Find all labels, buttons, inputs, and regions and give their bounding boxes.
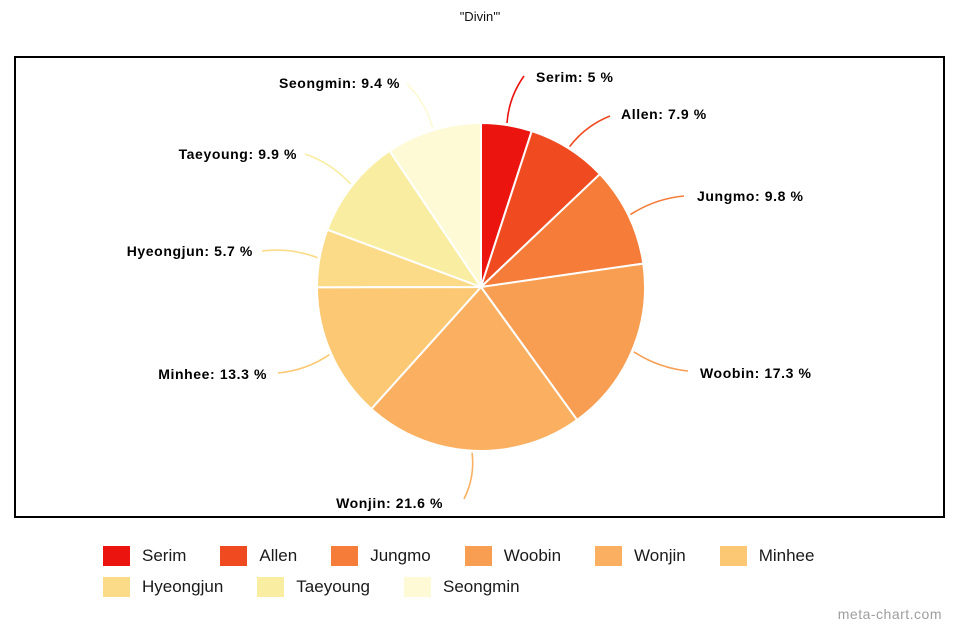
label-leader-line bbox=[506, 75, 525, 124]
legend-item-minhee: Minhee bbox=[719, 546, 815, 566]
slice-label: Jungmo: 9.8 % bbox=[697, 188, 804, 204]
legend-label: Seongmin bbox=[443, 577, 520, 596]
legend-label: Woobin bbox=[503, 546, 562, 565]
legend-item-taeyoung: Taeyoung bbox=[257, 577, 370, 597]
legend-item-hyeongjun: Hyeongjun bbox=[103, 577, 223, 597]
pie-slice-woobin bbox=[480, 262, 646, 421]
legend-label: Serim bbox=[142, 546, 187, 565]
pie-slice-wonjin bbox=[370, 286, 579, 452]
legend-swatch bbox=[103, 577, 130, 597]
pie-slice-seongmin bbox=[388, 122, 482, 288]
label-leader-line bbox=[304, 153, 352, 185]
slice-label: Woobin: 17.3 % bbox=[700, 365, 812, 381]
legend-label: Jungmo bbox=[370, 546, 431, 565]
legend-swatch bbox=[404, 577, 432, 597]
label-leader-line bbox=[629, 195, 685, 216]
slice-label: Seongmin: 9.4 % bbox=[279, 75, 400, 91]
label-leader-line bbox=[261, 249, 318, 259]
legend-item-woobin: Woobin bbox=[464, 546, 562, 566]
legend-swatch bbox=[103, 546, 130, 566]
legend-label: Wonjin bbox=[634, 546, 686, 565]
legend-item-allen: Allen bbox=[220, 546, 297, 566]
slice-label: Taeyoung: 9.9 % bbox=[179, 146, 297, 162]
chart-title: "Divin'" bbox=[459, 9, 501, 24]
slice-label: Hyeongjun: 5.7 % bbox=[127, 243, 253, 259]
legend-swatch bbox=[331, 546, 359, 566]
legend-item-serim: Serim bbox=[103, 546, 186, 566]
slice-label: Minhee: 13.3 % bbox=[158, 366, 267, 382]
legend-swatch bbox=[220, 546, 248, 566]
legend-label: Taeyoung bbox=[296, 577, 371, 596]
pie-slice-jungmo bbox=[480, 173, 645, 288]
legend-label: Hyeongjun bbox=[142, 577, 224, 596]
legend-swatch bbox=[257, 577, 285, 597]
slice-label: Wonjin: 21.6 % bbox=[336, 495, 443, 511]
legend-item-jungmo: Jungmo bbox=[331, 546, 431, 566]
label-leader-line bbox=[406, 83, 434, 129]
pie-slice-minhee bbox=[316, 286, 482, 410]
legend-swatch bbox=[719, 546, 747, 566]
slice-label: Allen: 7.9 % bbox=[621, 106, 707, 122]
legend-item-wonjin: Wonjin bbox=[595, 546, 686, 566]
legend-swatch bbox=[464, 546, 492, 566]
label-leader-line bbox=[633, 351, 689, 372]
legend-label: Allen bbox=[259, 546, 298, 565]
label-leader-line bbox=[568, 115, 611, 148]
slice-label: Serim: 5 % bbox=[536, 69, 614, 85]
watermark: meta-chart.com bbox=[837, 606, 942, 622]
legend: Serim Allen Jungmo Woobin Wonjin Minhee Hyeong… bbox=[103, 546, 913, 597]
label-leader-line bbox=[277, 354, 330, 374]
pie-slice-taeyoung bbox=[326, 149, 482, 288]
legend-label: Minhee bbox=[758, 546, 815, 565]
legend-swatch bbox=[595, 546, 623, 566]
legend-item-seongmin: Seongmin bbox=[404, 577, 520, 597]
label-leader-line bbox=[463, 452, 474, 500]
